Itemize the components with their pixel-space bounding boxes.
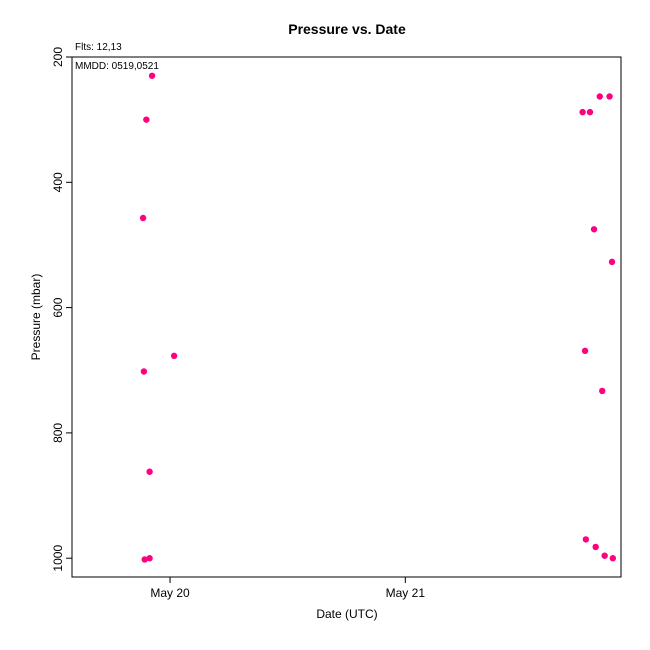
- y-tick-label: 600: [51, 297, 65, 317]
- data-point: [608, 258, 616, 266]
- data-point: [146, 468, 153, 475]
- plot-frame: [71, 56, 622, 578]
- y-axis-label: Pressure (mbar): [29, 274, 43, 361]
- data-points: [139, 72, 617, 563]
- data-point: [609, 555, 617, 562]
- data-point: [592, 543, 599, 551]
- data-point: [141, 556, 148, 563]
- data-point: [581, 347, 589, 355]
- data-point: [146, 555, 153, 562]
- x-axis: May 20 May 21: [150, 577, 425, 600]
- data-point: [140, 368, 148, 375]
- x-axis-label: Date (UTC): [316, 607, 377, 621]
- x-tick-label: May 21: [386, 586, 426, 600]
- dates-annotation: MMDD: 0519,0521: [75, 61, 159, 72]
- data-point: [596, 93, 603, 100]
- y-tick-label: 1000: [51, 545, 65, 572]
- flights-annotation: Flts: 12,13: [75, 42, 122, 53]
- x-tick-label: May 20: [150, 586, 190, 600]
- y-tick-label: 400: [51, 172, 65, 192]
- data-point: [148, 72, 156, 79]
- y-tick-label: 800: [51, 423, 65, 443]
- chart-title: Pressure vs. Date: [288, 21, 406, 37]
- y-axis: 200 400 600 800 1000: [51, 47, 72, 572]
- data-point: [586, 108, 594, 116]
- data-point: [582, 536, 590, 543]
- data-point: [606, 93, 613, 100]
- data-point: [139, 214, 147, 222]
- data-point: [143, 116, 150, 123]
- y-tick-label: 200: [51, 47, 65, 67]
- data-point: [170, 352, 178, 360]
- data-point: [579, 108, 586, 116]
- data-point: [601, 552, 608, 559]
- data-point: [599, 387, 606, 395]
- data-point: [590, 226, 598, 233]
